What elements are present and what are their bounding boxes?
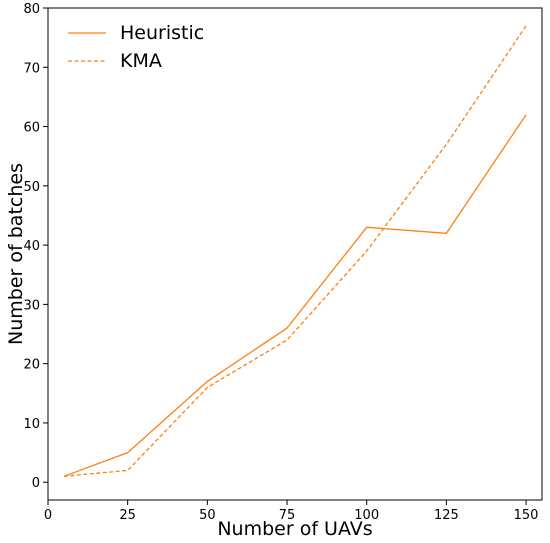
y-tick-label: 70 [23, 61, 40, 76]
x-tick-label: 150 [514, 508, 539, 523]
x-tick-label: 25 [119, 508, 136, 523]
x-tick-label: 0 [44, 508, 52, 523]
legend-label-kma: KMA [120, 50, 162, 72]
x-tick-label: 75 [279, 508, 296, 523]
x-tick-label: 50 [199, 508, 216, 523]
y-tick-label: 30 [23, 298, 40, 313]
x-tick-label: 125 [434, 508, 459, 523]
plot-frame [47, 7, 543, 501]
legend-label-heuristic: Heuristic [120, 22, 204, 44]
x-tick-label: 100 [354, 508, 379, 523]
x-axis-ticks: 0 25 50 75 100 125 150 [44, 500, 539, 523]
x-axis-label: Number of UAVs [217, 518, 372, 540]
y-tick-label: 80 [23, 2, 40, 17]
y-tick-label: 50 [23, 180, 40, 195]
y-tick-label: 0 [32, 476, 40, 491]
series-lines [63, 25, 527, 477]
legend: Heuristic KMA [68, 22, 204, 72]
y-tick-label: 60 [23, 121, 40, 136]
y-tick-label: 20 [23, 358, 40, 373]
y-tick-label: 10 [23, 417, 40, 432]
y-axis-ticks: 0 10 20 30 40 50 60 70 80 [23, 2, 48, 491]
series-line-heuristic [63, 114, 527, 477]
y-tick-label: 40 [23, 239, 40, 254]
y-axis-label: Number of batches [5, 163, 27, 345]
